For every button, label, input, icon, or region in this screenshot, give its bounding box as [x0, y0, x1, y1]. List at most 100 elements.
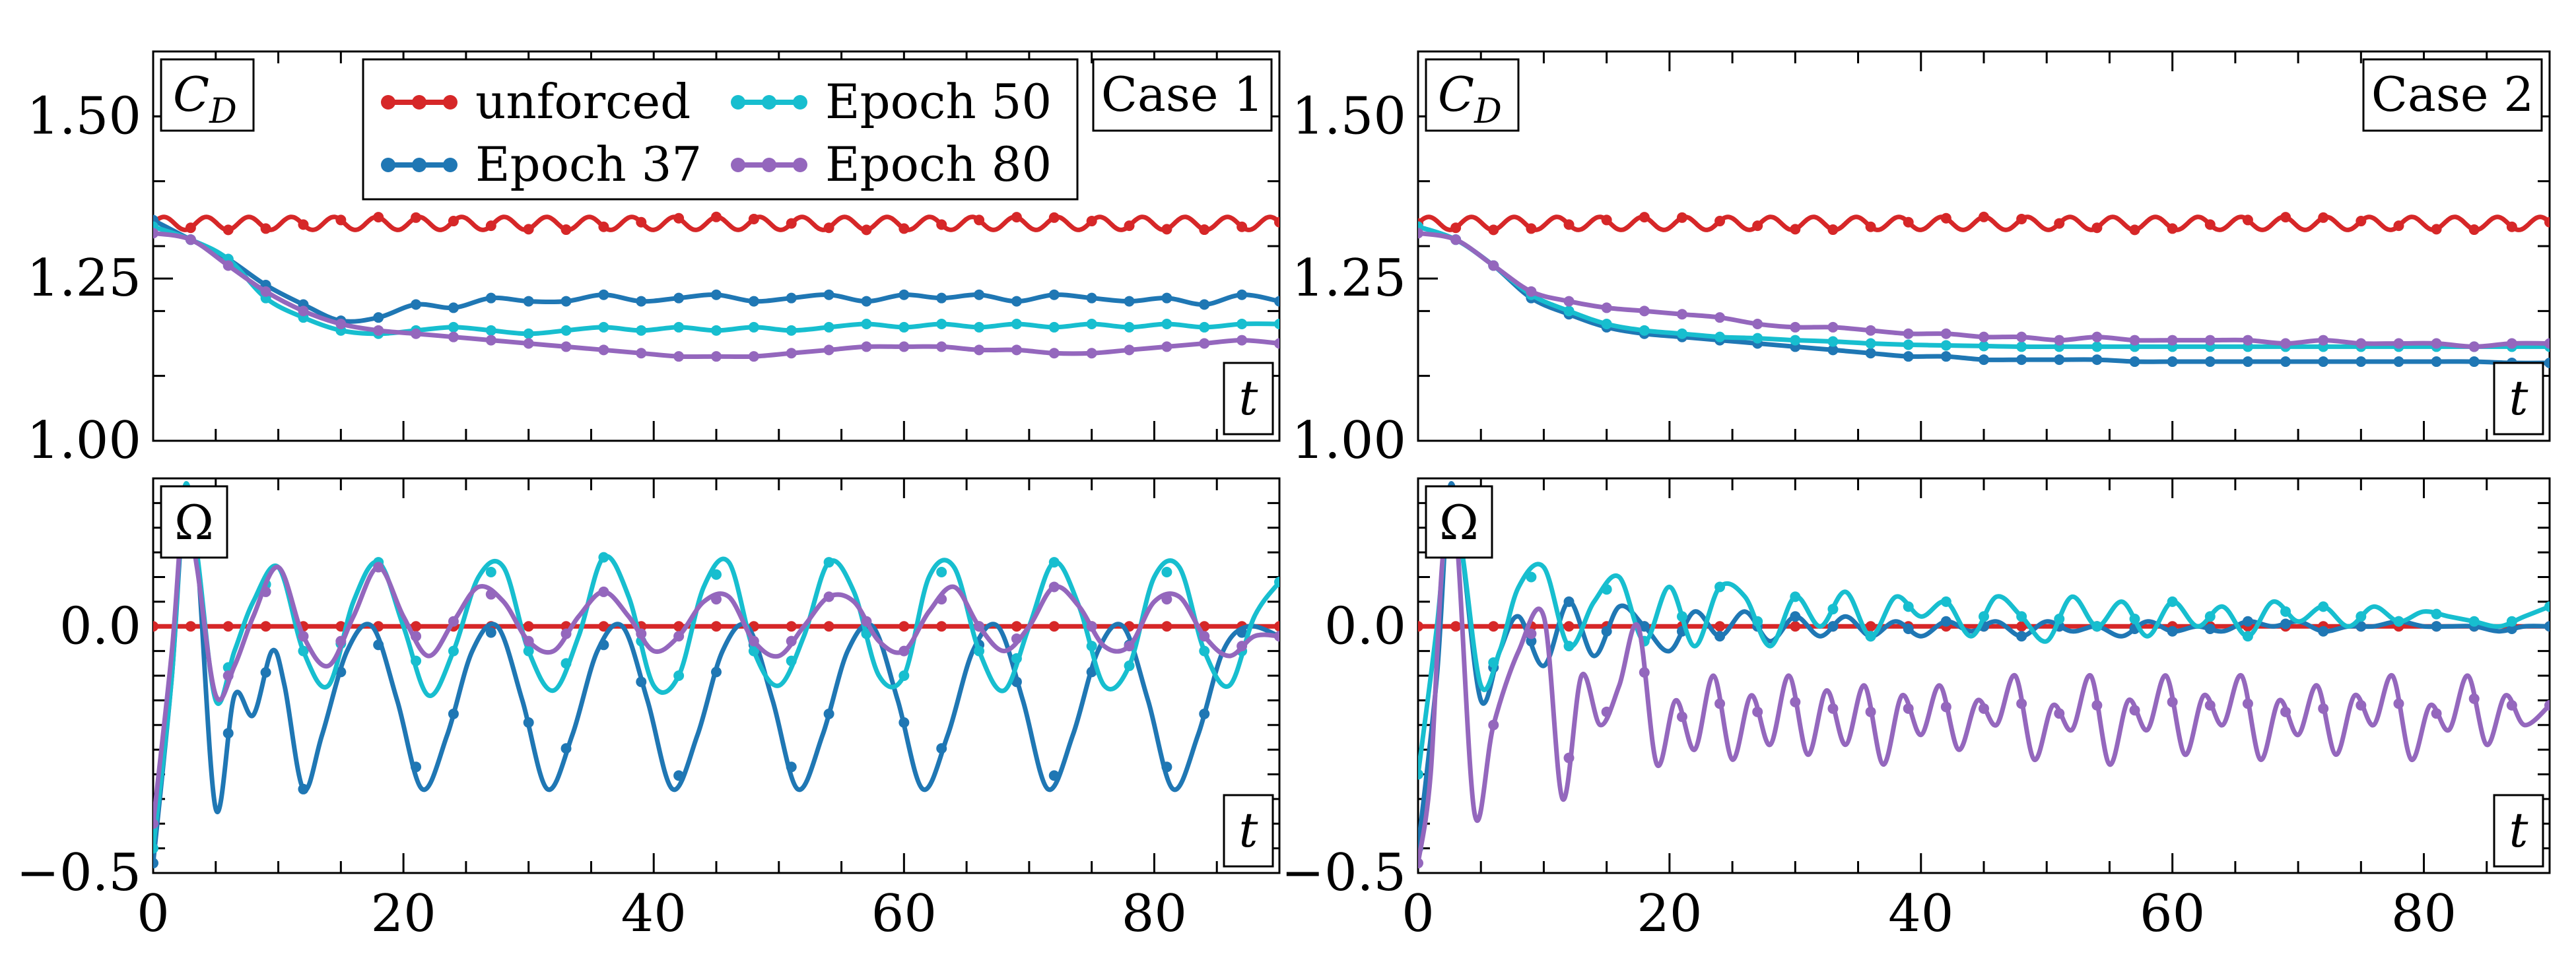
series-marker [2016, 631, 2027, 642]
series-marker [2468, 616, 2480, 627]
series-marker [448, 216, 459, 227]
y-tick-label: −0.5 [17, 843, 141, 903]
series-marker [1714, 312, 1726, 323]
series-marker [673, 321, 685, 333]
panel-top-right: 1.00 1.25 1.50 CD t Case 2 [1291, 50, 2551, 470]
series-marker [2091, 699, 2103, 711]
series-marker [1601, 319, 1612, 329]
series-marker [2356, 356, 2367, 368]
series-marker [411, 761, 422, 773]
series-marker [2544, 358, 2550, 368]
series-marker [153, 818, 158, 829]
series-marker [411, 299, 422, 310]
series-marker [523, 224, 534, 235]
series-marker [373, 562, 384, 573]
series-marker [1827, 321, 1839, 333]
series-marker [748, 296, 759, 307]
series-marker [2016, 621, 2027, 632]
series-marker [1199, 321, 1210, 333]
series-marker [373, 639, 384, 651]
series-line-epoch-50 [153, 481, 1279, 849]
series-marker [711, 569, 722, 580]
series-marker [1714, 581, 1726, 593]
series-marker [2544, 338, 2550, 349]
legend: unforced Epoch 37 Epoch 50 Epoch 80 [362, 58, 1079, 201]
series-marker [786, 655, 797, 666]
series-marker [222, 224, 234, 236]
series-marker [598, 586, 609, 597]
series-marker [2318, 356, 2329, 368]
series-marker [485, 325, 496, 336]
case-title: Case 1 [1101, 67, 1264, 122]
series-marker [1124, 641, 1135, 652]
series-marker [2167, 335, 2178, 346]
series-line-epoch-50 [1418, 224, 2550, 349]
series-marker [786, 348, 797, 359]
series-marker [560, 325, 572, 336]
series-marker [1865, 325, 1876, 336]
x-tick-label: 0 [1402, 884, 1435, 944]
series-marker [636, 296, 647, 307]
series-marker [1865, 338, 1876, 349]
legend-item: unforced [381, 74, 691, 129]
series-marker [448, 302, 459, 313]
case-title-box: Case 1 [1092, 58, 1273, 132]
series-marker [673, 670, 685, 681]
series-line-epoch-80 [1418, 230, 2550, 349]
series-marker [823, 591, 834, 602]
series-marker [1865, 706, 1876, 717]
series-marker [673, 351, 685, 362]
series-marker [1161, 341, 1172, 352]
series-marker [411, 328, 422, 339]
series-marker [823, 222, 834, 234]
series-marker [1940, 701, 1951, 713]
series-marker [1563, 752, 1575, 763]
series-marker [2280, 338, 2291, 349]
series-marker [185, 222, 196, 234]
series-marker [1979, 611, 1989, 622]
y-tick-label: 1.00 [1291, 411, 1406, 470]
series-marker [1790, 335, 1801, 346]
series-marker [1790, 621, 1801, 632]
series-marker [448, 321, 459, 333]
series-marker [974, 621, 985, 632]
series-marker [1714, 631, 1726, 642]
series-marker [485, 589, 496, 600]
series-marker [673, 631, 685, 642]
series-marker [335, 666, 347, 678]
series-marker [1048, 212, 1060, 223]
series-marker [2468, 356, 2480, 368]
series-marker [2242, 698, 2253, 709]
series-marker [1563, 621, 1575, 632]
series-marker [2054, 614, 2065, 625]
series-marker [673, 770, 685, 781]
series-marker [1979, 354, 1989, 366]
series-marker [1274, 621, 1279, 632]
series-marker [560, 658, 572, 669]
series-marker [2242, 335, 2253, 346]
series-marker [1086, 621, 1097, 632]
series-marker [598, 344, 609, 356]
y-tick-label: 1.50 [26, 86, 141, 146]
x-label-box: t [2493, 794, 2544, 868]
series-marker [1048, 770, 1060, 781]
series-marker [1274, 338, 1279, 349]
series-marker [1199, 224, 1210, 236]
series-marker [1011, 633, 1022, 644]
series-marker [1639, 212, 1650, 223]
series-marker [2393, 338, 2404, 349]
series-marker [2356, 699, 2367, 711]
series-marker [861, 319, 872, 329]
series-marker [1086, 641, 1097, 652]
series-marker [1563, 596, 1575, 607]
series-marker [153, 843, 158, 854]
series-marker [898, 223, 910, 234]
series-marker [1940, 351, 1951, 362]
series-marker [2356, 621, 2367, 632]
series-marker [1903, 216, 1914, 228]
series-marker [1199, 708, 1210, 719]
series-marker [1237, 641, 1248, 652]
series-marker [898, 645, 910, 657]
series-marker [1199, 338, 1210, 349]
